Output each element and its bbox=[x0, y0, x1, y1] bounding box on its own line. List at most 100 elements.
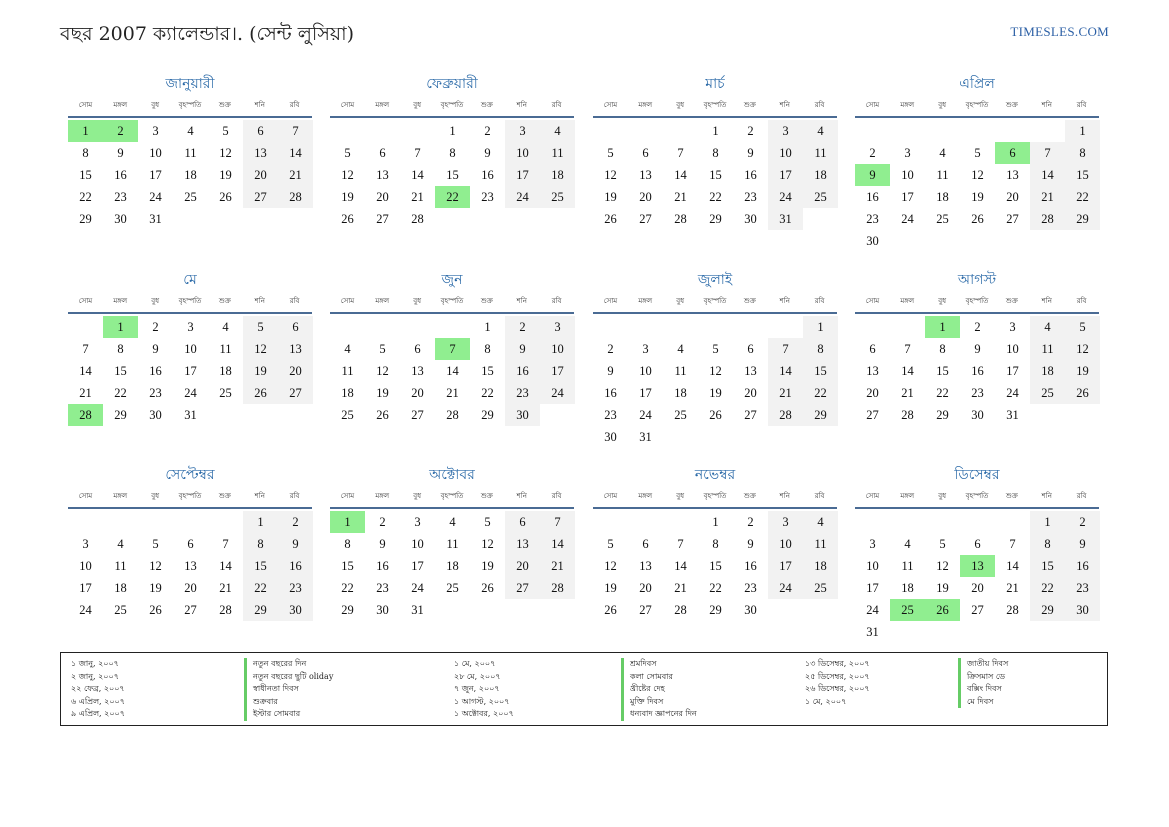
month-name: আগস্ট bbox=[957, 272, 997, 288]
weekday-label: বুধ bbox=[676, 101, 685, 109]
day-cell: 13 bbox=[639, 168, 652, 182]
day-cell: 30 bbox=[149, 408, 162, 422]
day-cell: 12 bbox=[149, 559, 162, 573]
day-cell: 29 bbox=[481, 408, 494, 422]
weekday-label: শুক্র bbox=[218, 297, 231, 305]
day-cell: 2 bbox=[607, 342, 614, 356]
day-cell: 26 bbox=[219, 190, 232, 204]
legend-entry: ১ জানু, ২০০৭ bbox=[71, 659, 119, 668]
day-cell: 22 bbox=[709, 190, 722, 204]
day-cell: 14 bbox=[1030, 164, 1065, 186]
day-cell: 21 bbox=[1006, 581, 1019, 595]
day-cell: 21 bbox=[446, 386, 459, 400]
weekday-label: মঙ্গল bbox=[900, 297, 915, 305]
weekday-label: রবি bbox=[551, 492, 562, 500]
day-cell: 31 bbox=[866, 625, 879, 639]
day-cell: 11 bbox=[341, 364, 354, 378]
day-cell: 5 bbox=[974, 146, 981, 160]
day-cell: 2 bbox=[484, 124, 491, 138]
weekday-label: শুক্র bbox=[743, 101, 756, 109]
day-cell: 2 bbox=[379, 515, 386, 529]
weekday-label: মঙ্গল bbox=[638, 492, 653, 500]
weekday-label: মঙ্গল bbox=[375, 297, 390, 305]
day-cell: 20 bbox=[505, 555, 540, 577]
day-cell: 10 bbox=[866, 559, 879, 573]
weekday-label: শুক্র bbox=[743, 492, 756, 500]
weekday-label: সোম bbox=[865, 101, 880, 109]
day-cell: 26 bbox=[1065, 382, 1100, 404]
day-cell: 5 bbox=[484, 515, 491, 529]
weekday-label: বুধ bbox=[938, 492, 947, 500]
day-cells: 1 2 3 4 5 6 7 8 9 10 11 12 13 14 15 16 17 18 19 20 21 22 23 24 2… bbox=[593, 118, 838, 230]
day-cell: 3 bbox=[82, 537, 89, 551]
weekday-header: সোম মঙ্গল বুধ বৃহস্পতি শুক্র শনি রবি bbox=[855, 485, 1099, 509]
day-cell: 3 bbox=[505, 120, 540, 142]
holiday-day-cell: 7 bbox=[435, 338, 470, 360]
day-cell: 12 bbox=[481, 537, 494, 551]
day-cell: 1 bbox=[712, 515, 719, 529]
day-cells: 1 2 3 4 5 6 7 8 9 10 11 12 13 14 15 16 17 18 19 20 21 22 23 24 2… bbox=[593, 314, 838, 448]
day-cell: 1 bbox=[1030, 511, 1065, 533]
day-cell: 12 bbox=[219, 146, 232, 160]
weekday-label: শনি bbox=[1041, 492, 1052, 500]
holiday-day-cell: 1 bbox=[103, 316, 138, 338]
day-cell: 6 bbox=[379, 146, 386, 160]
day-cell: 19 bbox=[149, 581, 162, 595]
day-cells: 1 2 3 4 5 6 7 8 9 10 11 12 13 14 15 16 17 18 19 20 21 22 23 24 2… bbox=[68, 314, 313, 426]
day-cell: 9 bbox=[747, 537, 754, 551]
day-cell: 16 bbox=[1065, 555, 1100, 577]
day-cell: 20 bbox=[278, 360, 313, 382]
weekday-label: বৃহস্পতি bbox=[703, 492, 727, 500]
day-cell: 7 bbox=[414, 146, 421, 160]
day-cell: 18 bbox=[1030, 360, 1065, 382]
day-cell: 28 bbox=[411, 212, 424, 226]
day-cell: 9 bbox=[974, 342, 981, 356]
weekday-header: সোম মঙ্গল বুধ বৃহস্পতি শুক্র শনি রবি bbox=[330, 94, 574, 118]
day-cell: 9 bbox=[484, 146, 491, 160]
weekday-label: শনি bbox=[516, 101, 527, 109]
day-cell: 4 bbox=[904, 537, 911, 551]
legend-entry: খ্রীষ্টের দেহ bbox=[630, 684, 665, 694]
holiday-legend: ১ জানু, ২০০৭ ২ জানু, ২০০৭ ২২ ফেব্র, ২০০৭ ৬ … bbox=[60, 652, 1108, 726]
day-cell: 1 bbox=[484, 320, 491, 334]
weekday-label: শনি bbox=[516, 297, 527, 305]
day-cell: 14 bbox=[540, 533, 575, 555]
weekday-label: মঙ্গল bbox=[113, 492, 128, 500]
site-logo-text[interactable]: TIMESLES.COM bbox=[1010, 24, 1109, 39]
day-cell: 14 bbox=[411, 168, 424, 182]
day-cell: 20 bbox=[1006, 190, 1019, 204]
day-cell: 7 bbox=[904, 342, 911, 356]
day-cell: 7 bbox=[677, 537, 684, 551]
day-cell: 5 bbox=[1065, 316, 1100, 338]
day-cell: 25 bbox=[803, 186, 838, 208]
day-cell: 21 bbox=[219, 581, 232, 595]
day-cell: 17 bbox=[411, 559, 424, 573]
day-cell: 18 bbox=[803, 164, 838, 186]
day-cell: 30 bbox=[971, 408, 984, 422]
day-cell: 21 bbox=[768, 382, 803, 404]
day-cell: 17 bbox=[79, 581, 92, 595]
day-cell: 19 bbox=[341, 190, 354, 204]
holiday-day-cell: 25 bbox=[890, 599, 925, 621]
day-cell: 26 bbox=[376, 408, 389, 422]
day-cell: 10 bbox=[1006, 342, 1019, 356]
day-cell: 9 bbox=[1065, 533, 1100, 555]
day-cell: 5 bbox=[379, 342, 386, 356]
weekday-label: মঙ্গল bbox=[375, 492, 390, 500]
day-cell: 11 bbox=[803, 142, 838, 164]
day-cell: 13 bbox=[376, 168, 389, 182]
legend-entry: স্বাধীনতা দিবস bbox=[253, 684, 299, 694]
day-cell: 3 bbox=[152, 124, 159, 138]
day-cell: 28 bbox=[446, 408, 459, 422]
day-cell: 14 bbox=[674, 559, 687, 573]
day-cell: 23 bbox=[744, 581, 757, 595]
day-cell: 9 bbox=[379, 537, 386, 551]
day-cell: 24 bbox=[866, 603, 879, 617]
day-cell: 21 bbox=[79, 386, 92, 400]
day-cell: 22 bbox=[114, 386, 127, 400]
weekday-header: সোম মঙ্গল বুধ বৃহস্পতি শুক্র শনি রবি bbox=[593, 485, 837, 509]
day-cell: 31 bbox=[768, 208, 803, 230]
day-cell: 3 bbox=[904, 146, 911, 160]
day-cell: 31 bbox=[411, 603, 424, 617]
day-cell: 6 bbox=[747, 342, 754, 356]
